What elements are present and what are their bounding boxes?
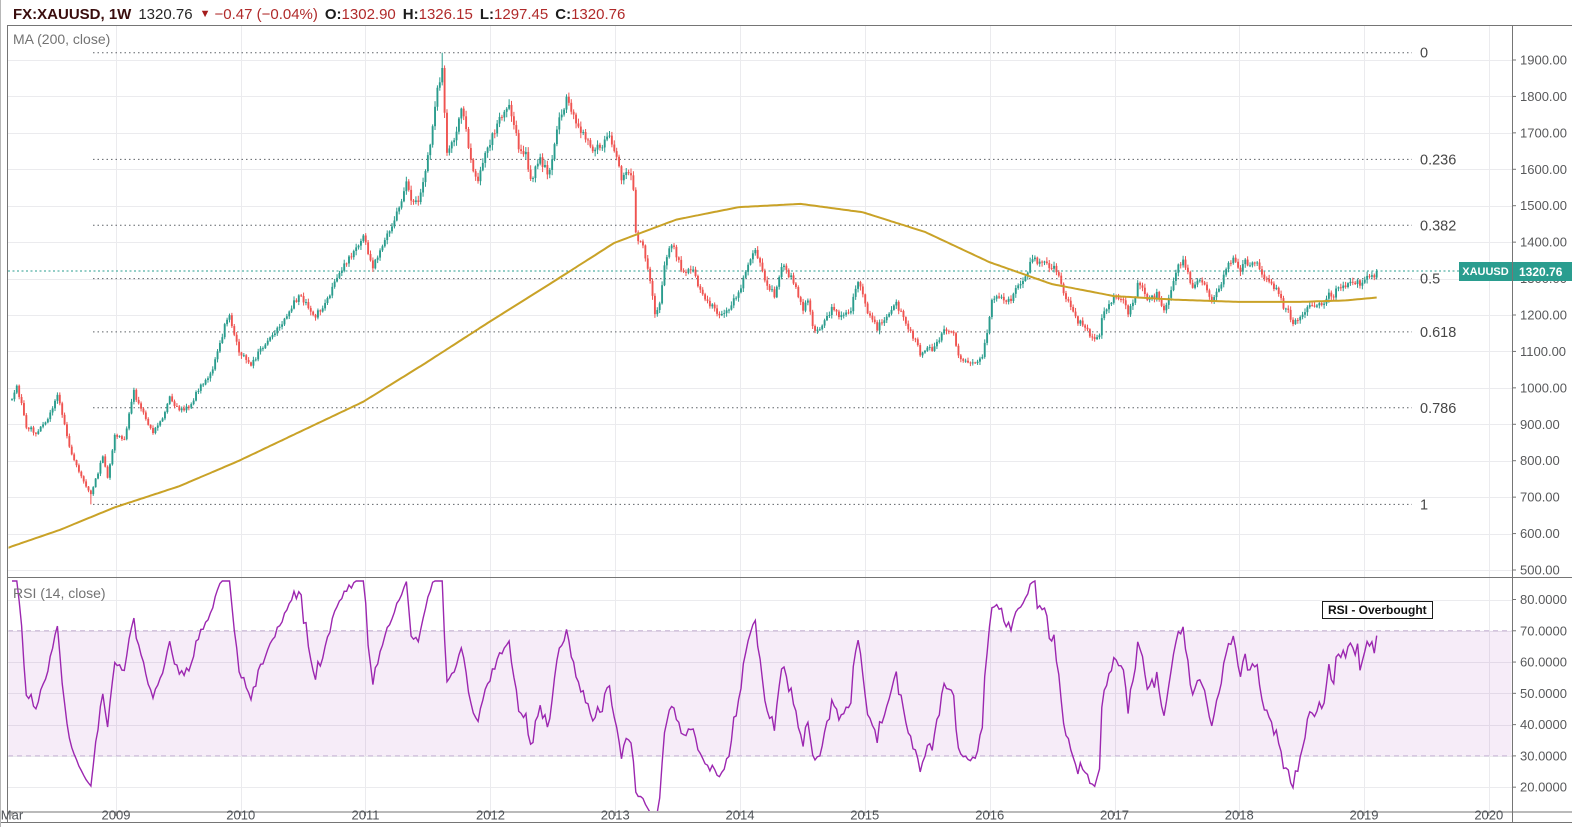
down-triangle-icon: ▼ [199,8,211,20]
fib-level-label: 0.382 [1420,218,1456,234]
svg-text:1000.00: 1000.00 [1520,380,1567,395]
svg-text:60.0000: 60.0000 [1520,655,1567,670]
fib-level-label: 0.236 [1420,152,1456,168]
svg-text:600.00: 600.00 [1520,526,1560,541]
svg-text:1900.00: 1900.00 [1520,53,1567,68]
low-value: L: 1297.45 [479,5,549,23]
svg-text:2009: 2009 [102,808,131,823]
svg-text:2010: 2010 [226,808,255,823]
svg-text:80.0000: 80.0000 [1520,592,1567,607]
svg-text:70.0000: 70.0000 [1520,623,1567,638]
svg-text:2017: 2017 [1100,808,1129,823]
close-value: C: 1320.76 [555,5,626,23]
svg-text:2015: 2015 [850,808,879,823]
svg-text:20.0000: 20.0000 [1520,780,1567,795]
svg-text:2011: 2011 [351,808,379,823]
symbol-ohlc-bar: FX:XAUUSD, 1W 1320.76 ▼ −0.47 (−0.04%) O… [13,3,625,25]
svg-text:2018: 2018 [1225,808,1254,823]
fib-level-label: 0.786 [1420,401,1456,417]
price-axis-tag: 1320.76 [1513,262,1572,281]
time-axis[interactable]: Mar 2009 2010 2011 2012 2013 2014 2015 2016 2017 2… [1,808,1503,823]
svg-text:2013: 2013 [601,808,630,823]
fib-level-label: 0.618 [1420,325,1456,341]
fib-level-label: 0.5 [1420,272,1440,288]
price-axis[interactable]: 1900.00 1800.00 1700.00 1600.00 1500.00 1400.… [1512,53,1567,578]
svg-text:1500.00: 1500.00 [1520,198,1567,213]
symbol-title[interactable]: FX:XAUUSD, 1W [13,5,132,23]
svg-text:2016: 2016 [975,808,1004,823]
price-change: −0.47 (−0.04%) [214,5,318,23]
svg-text:1700.00: 1700.00 [1520,125,1567,140]
svg-text:800.00: 800.00 [1520,453,1560,468]
rsi-pane-content [8,579,1512,811]
candlesticks [11,52,1378,505]
svg-text:1200.00: 1200.00 [1520,308,1567,323]
rsi-indicator-legend[interactable]: RSI (14, close) [13,585,106,601]
rsi-axis[interactable]: 80.0000 70.0000 60.0000 50.0000 40.0000 30.00… [1512,592,1567,795]
svg-text:2019: 2019 [1350,808,1379,823]
svg-text:1800.00: 1800.00 [1520,89,1567,104]
fib-level-label: 0 [1420,46,1428,62]
svg-text:500.00: 500.00 [1520,563,1560,578]
svg-text:1100.00: 1100.00 [1520,344,1566,359]
svg-text:1600.00: 1600.00 [1520,162,1567,177]
svg-text:30.0000: 30.0000 [1520,748,1567,763]
last-price: 1320.76 [138,5,193,23]
svg-text:2014: 2014 [726,808,755,823]
open-value: O: 1302.90 [324,5,396,23]
rsi-overbought-label: RSI - Overbought [1322,601,1433,619]
svg-text:Mar: Mar [1,808,24,823]
fib-retracement[interactable]: 0 0.236 0.382 0.5 0.618 0.786 1 [93,46,1456,514]
svg-text:40.0000: 40.0000 [1520,717,1567,732]
fib-level-label: 1 [1420,497,1428,513]
svg-text:700.00: 700.00 [1520,490,1560,505]
svg-text:900.00: 900.00 [1520,417,1560,432]
price-line-symbol-tag: XAUUSD [1459,262,1512,281]
ma-indicator-legend[interactable]: MA (200, close) [13,31,111,47]
svg-text:2012: 2012 [476,808,505,823]
ma-line[interactable] [0,202,1377,551]
svg-text:2020: 2020 [1474,808,1503,823]
high-value: H: 1326.15 [402,5,473,23]
rsi-band [8,630,1512,756]
svg-text:1400.00: 1400.00 [1520,235,1567,250]
svg-text:50.0000: 50.0000 [1520,686,1567,701]
rsi-line [12,579,1378,811]
